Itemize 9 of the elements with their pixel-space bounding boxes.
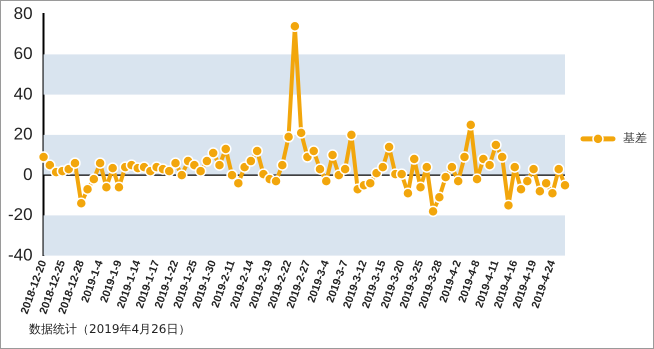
text: 数据统计（2019年4月26日）: [29, 321, 190, 338]
y-tick-label: 80: [14, 4, 33, 23]
legend-label: 基差: [623, 131, 647, 146]
y-tick-label: 0: [23, 164, 33, 184]
y-tick-label: -40: [8, 245, 33, 264]
y-tick-label: 20: [14, 124, 33, 144]
y-tick-label: 40: [14, 84, 33, 104]
y-tick-label: 60: [14, 44, 33, 64]
y-tick-label: -20: [8, 205, 33, 224]
